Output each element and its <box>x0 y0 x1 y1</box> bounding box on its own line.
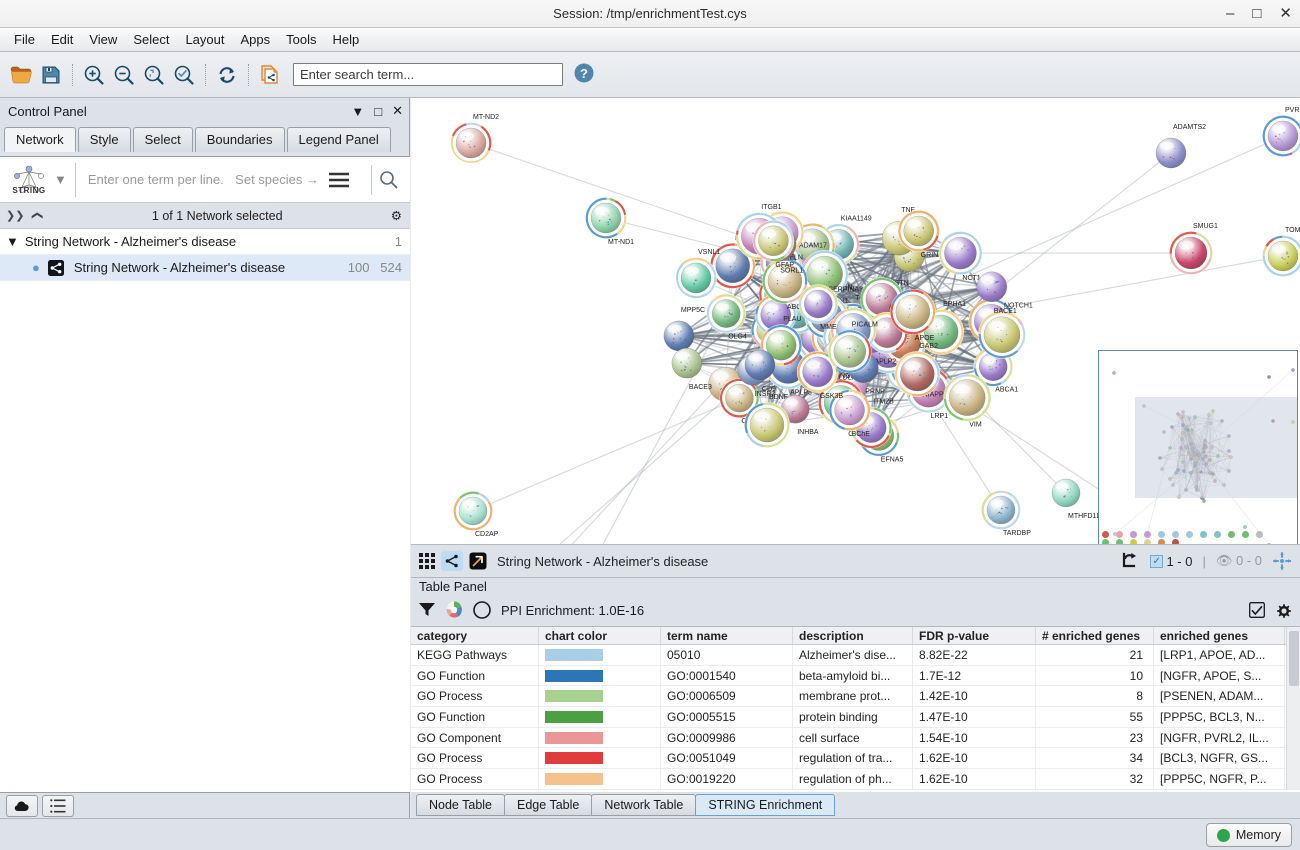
svg-text:KIAA1149: KIAA1149 <box>841 215 872 222</box>
svg-text:CD9: CD9 <box>762 386 776 393</box>
svg-text:VIM: VIM <box>969 422 982 429</box>
svg-text:BDNF: BDNF <box>769 394 788 401</box>
svg-text:MTHFD1L: MTHFD1L <box>1068 513 1100 520</box>
svg-text:EFNA5: EFNA5 <box>881 457 904 464</box>
svg-text:GSK3B: GSK3B <box>820 393 844 400</box>
svg-text:GFAP: GFAP <box>775 262 794 269</box>
svg-text:BACE3: BACE3 <box>689 384 712 391</box>
svg-text:TARDBP: TARDBP <box>1003 530 1031 537</box>
svg-text:?: ? <box>580 66 588 81</box>
svg-text:MPP5C: MPP5C <box>681 307 705 314</box>
svg-text:BACE1: BACE1 <box>994 308 1017 315</box>
svg-text:ADAM17: ADAM17 <box>799 243 827 250</box>
svg-text:ADAMTS2: ADAMTS2 <box>1173 124 1206 131</box>
svg-text:GAB2: GAB2 <box>919 343 938 350</box>
svg-text:OLG4: OLG4 <box>728 334 747 341</box>
svg-text:CD2AP: CD2AP <box>475 531 499 538</box>
svg-text:PLAU: PLAU <box>783 316 801 323</box>
svg-text:SMUG1: SMUG1 <box>1193 223 1218 230</box>
svg-text:TOMM40: TOMM40 <box>1285 227 1300 234</box>
svg-text:VSNL1: VSNL1 <box>698 249 720 256</box>
svg-text:EPHA1: EPHA1 <box>943 301 966 308</box>
svg-text:ITM2B: ITM2B <box>873 399 894 406</box>
svg-text:MME: MME <box>820 324 837 331</box>
svg-text:PICALM: PICALM <box>852 322 878 329</box>
svg-text:PRNP: PRNP <box>865 389 885 396</box>
svg-text:BChE: BChE <box>852 431 871 438</box>
svg-text:ITGB1: ITGB1 <box>761 204 781 211</box>
svg-text:MT-ND1: MT-ND1 <box>608 239 634 246</box>
svg-text:ABCA1: ABCA1 <box>995 387 1018 394</box>
svg-text:INHBA: INHBA <box>797 429 819 436</box>
svg-text:PVRL2: PVRL2 <box>1285 107 1300 114</box>
svg-text:APOE: APOE <box>915 335 935 342</box>
svg-text:MT-ND2: MT-ND2 <box>473 114 499 121</box>
svg-text:LRP1: LRP1 <box>931 413 949 420</box>
